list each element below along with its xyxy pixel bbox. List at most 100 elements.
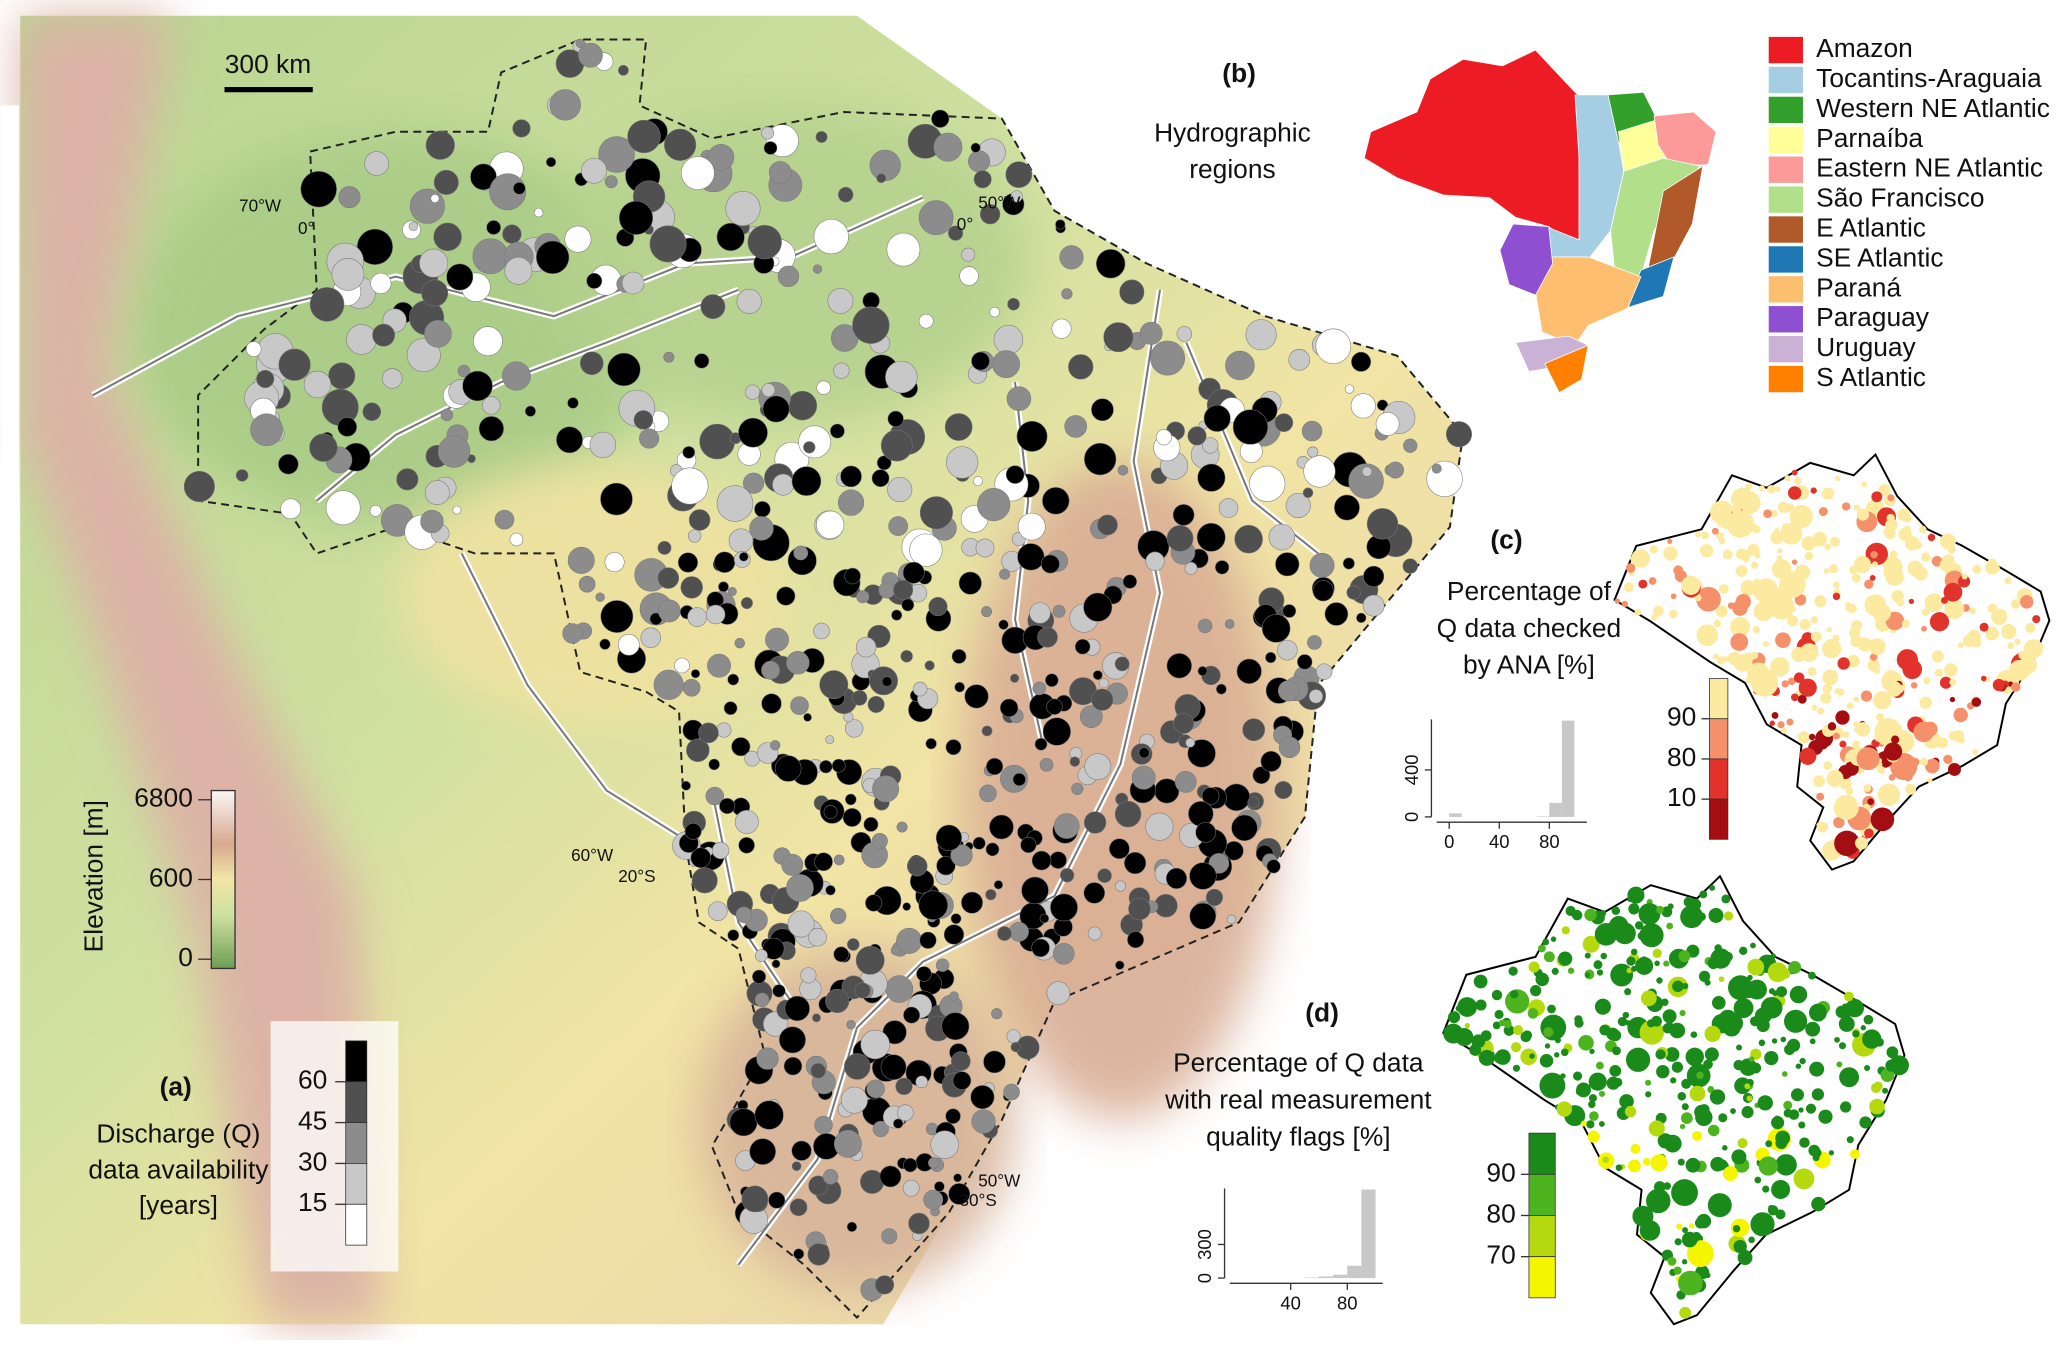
station	[1748, 1236, 1755, 1244]
station	[762, 937, 785, 960]
station	[903, 1157, 918, 1173]
station	[1732, 1224, 1741, 1233]
station	[871, 469, 890, 488]
region	[1363, 49, 1596, 252]
station	[1733, 998, 1754, 1018]
station	[2004, 577, 2012, 585]
station	[598, 136, 635, 173]
station	[941, 1012, 970, 1041]
station	[1939, 558, 1953, 572]
station	[1045, 673, 1059, 687]
station	[1918, 525, 1927, 534]
histogram-bar	[1561, 720, 1575, 817]
station	[1512, 1064, 1521, 1072]
station	[1776, 986, 1788, 998]
station	[886, 232, 921, 267]
station	[1288, 349, 1311, 371]
station	[1839, 1101, 1852, 1113]
station	[1083, 592, 1113, 622]
station	[1431, 463, 1442, 474]
station	[825, 988, 850, 1014]
station	[1403, 438, 1418, 453]
legend-swatch	[1768, 246, 1803, 273]
station	[1042, 717, 1071, 746]
station	[1124, 852, 1147, 875]
station	[1733, 1059, 1744, 1071]
station	[1553, 1084, 1563, 1094]
river	[737, 289, 1162, 1266]
station	[1822, 683, 1832, 694]
station	[687, 529, 702, 543]
station	[1674, 1238, 1682, 1246]
discharge-tick-label: 45	[298, 1106, 327, 1136]
station	[1645, 1079, 1652, 1086]
station	[814, 852, 833, 872]
station	[1530, 985, 1542, 997]
station	[777, 265, 800, 288]
station	[1627, 896, 1633, 902]
station	[1843, 1011, 1851, 1019]
station	[1685, 1047, 1704, 1067]
elevation-tick-label: 600	[149, 862, 193, 892]
station	[1225, 350, 1255, 381]
station	[1776, 555, 1783, 562]
station	[1528, 961, 1540, 973]
station	[1174, 771, 1197, 793]
station	[1681, 575, 1701, 596]
station	[364, 151, 389, 176]
station	[1888, 774, 1896, 781]
station	[1769, 720, 1775, 726]
station	[936, 856, 956, 876]
station	[1730, 633, 1749, 651]
station	[1799, 1137, 1810, 1148]
discharge-tick-label: 15	[298, 1187, 327, 1217]
station	[424, 320, 452, 348]
station	[1640, 990, 1657, 1007]
station	[1716, 532, 1724, 540]
station	[1774, 527, 1780, 534]
station	[881, 1228, 898, 1245]
station	[738, 837, 755, 854]
station	[1992, 678, 2006, 692]
station	[1297, 654, 1313, 670]
station	[738, 417, 768, 448]
station	[1863, 1014, 1874, 1025]
station	[1316, 663, 1333, 680]
station	[1771, 1038, 1778, 1044]
station	[1745, 483, 1753, 491]
station	[1789, 985, 1808, 1004]
station	[2014, 638, 2021, 646]
station	[743, 472, 765, 494]
station	[880, 1054, 907, 1081]
station	[1748, 1056, 1755, 1062]
station	[1799, 619, 1811, 631]
station	[992, 350, 1020, 379]
station	[1007, 297, 1020, 311]
station	[1615, 1164, 1623, 1172]
station	[1375, 412, 1400, 436]
station	[734, 809, 759, 834]
station	[986, 757, 1004, 776]
station	[657, 540, 672, 555]
station	[803, 441, 816, 454]
scale-label: 300 km	[225, 49, 311, 79]
station	[1166, 653, 1192, 679]
station	[1508, 966, 1518, 976]
station	[1052, 942, 1075, 965]
station	[1651, 1015, 1662, 1027]
station	[1173, 712, 1195, 734]
station	[881, 676, 893, 687]
station	[1587, 1130, 1600, 1143]
station	[604, 552, 625, 573]
station	[1770, 657, 1790, 677]
station	[979, 204, 1001, 225]
station	[1046, 981, 1071, 1005]
station	[813, 622, 830, 640]
station	[1740, 580, 1757, 596]
station	[887, 477, 913, 503]
station	[664, 128, 697, 161]
legend-label: Amazon	[1816, 33, 1913, 63]
station	[433, 169, 459, 195]
station	[1274, 781, 1293, 799]
legend-title: Discharge (Q)	[96, 1119, 260, 1149]
